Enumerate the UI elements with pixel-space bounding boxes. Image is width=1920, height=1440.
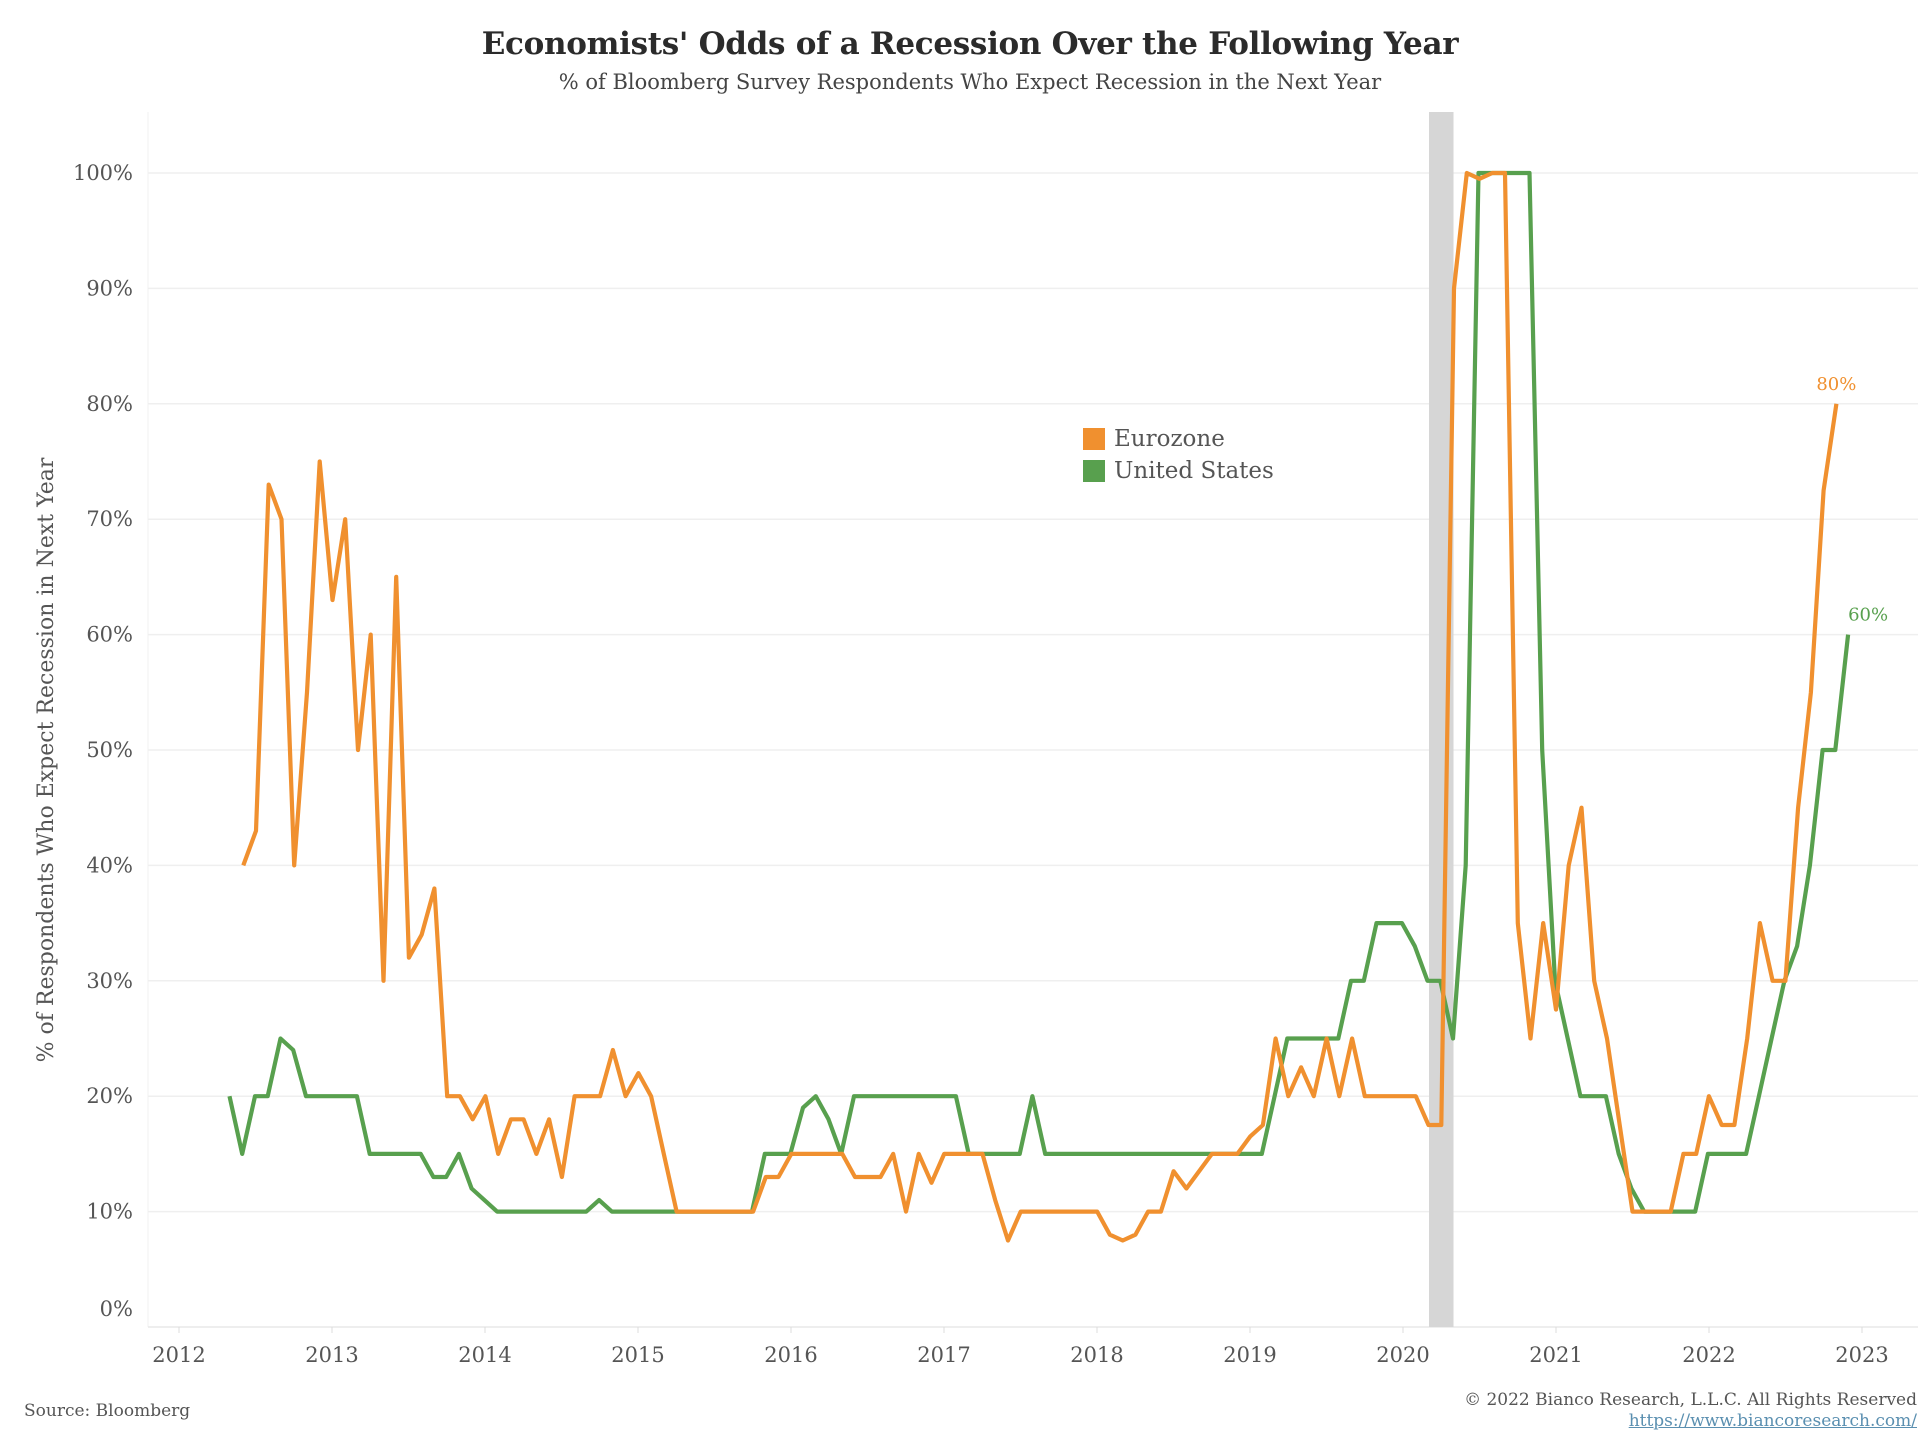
y-tick-label: 10% [86, 1200, 133, 1224]
x-axis-ticks: 2012 2013 2014 2015 2016 2017 2018 2019 2020 2021… [152, 1327, 1889, 1367]
x-tick-label: 2020 [1376, 1343, 1429, 1367]
eurozone-swatch-icon [1083, 428, 1105, 450]
y-tick-label: 40% [86, 853, 133, 877]
legend-item-united-states: United States [1083, 455, 1274, 487]
y-axis-label: % of Respondents Who Expect Recession in… [34, 457, 59, 1062]
legend-label-eurozone: Eurozone [1114, 426, 1225, 452]
end-labels: 80% 60% [1816, 374, 1888, 626]
end-label-united-states: 60% [1848, 605, 1888, 626]
y-tick-label: 30% [86, 969, 133, 993]
x-tick-label: 2016 [764, 1343, 817, 1367]
legend-label-united-states: United States [1114, 458, 1274, 484]
chart-subtitle: % of Bloomberg Survey Respondents Who Ex… [558, 70, 1382, 94]
y-tick-label: 60% [86, 623, 133, 647]
y-tick-label: 70% [86, 507, 133, 531]
x-tick-label: 2013 [305, 1343, 358, 1367]
gridlines [147, 112, 1918, 1328]
x-tick-label: 2023 [1835, 1343, 1888, 1367]
chart-title: Economists' Odds of a Recession Over the… [481, 26, 1459, 62]
legend: Eurozone United States [1083, 423, 1274, 487]
y-tick-label: 90% [86, 276, 133, 300]
x-tick-label: 2015 [611, 1343, 664, 1367]
series-line-eurozone [241, 170, 1839, 1243]
legend-item-eurozone: Eurozone [1083, 423, 1274, 455]
x-tick-label: 2014 [458, 1343, 511, 1367]
y-tick-label: 80% [86, 392, 133, 416]
end-label-eurozone: 80% [1816, 374, 1856, 395]
y-tick-label: 0% [100, 1297, 133, 1321]
united-states-swatch-icon [1083, 460, 1105, 482]
copyright-text: © 2022 Bianco Research, L.L.C. All Right… [1464, 1390, 1917, 1410]
series-lines [227, 170, 1851, 1243]
source-note: Source: Bloomberg [24, 1401, 191, 1421]
y-tick-label: 50% [86, 738, 133, 762]
y-tick-label: 100% [73, 161, 133, 185]
x-tick-label: 2021 [1529, 1343, 1582, 1367]
recession-band [1429, 112, 1454, 1327]
x-tick-label: 2017 [917, 1343, 970, 1367]
recession-shading [1429, 112, 1454, 1327]
x-tick-label: 2019 [1223, 1343, 1276, 1367]
series-line-united-states [227, 170, 1851, 1214]
copyright-block: © 2022 Bianco Research, L.L.C. All Right… [1464, 1390, 1917, 1432]
x-tick-label: 2022 [1682, 1343, 1735, 1367]
website-link[interactable]: https://www.biancoresearch.com/ [1628, 1411, 1917, 1431]
x-tick-label: 2018 [1070, 1343, 1123, 1367]
x-tick-label: 2012 [152, 1343, 205, 1367]
y-axis-ticks: 0% 10% 20% 30% 40% 50% 60% 70% 80% 90% 100% [73, 161, 133, 1321]
y-tick-label: 20% [86, 1084, 133, 1108]
